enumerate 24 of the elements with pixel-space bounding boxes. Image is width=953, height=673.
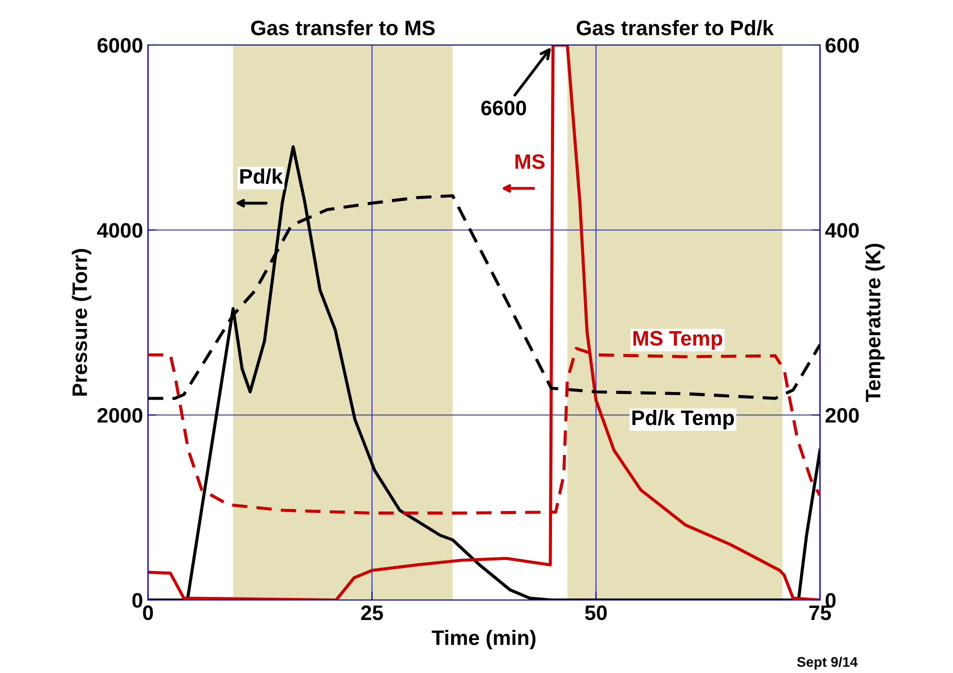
y2-tick-label: 400 bbox=[825, 223, 859, 238]
series-label: Pd/k Temp bbox=[632, 410, 734, 430]
y2-tick-label: 0 bbox=[826, 593, 836, 608]
x-tick-label: 75 bbox=[809, 606, 832, 620]
y2-tick-label: 200 bbox=[826, 408, 859, 423]
y-tick-label: 4000 bbox=[97, 223, 142, 238]
line-series bbox=[148, 45, 820, 600]
y-axis-title: Pressure (Torr) bbox=[72, 249, 92, 396]
band-label: Gas transfer to Pd/k bbox=[576, 20, 774, 36]
y-tick-label: 0 bbox=[132, 593, 142, 608]
y-tick-label: 6000 bbox=[98, 38, 142, 53]
x-tick-label: 50 bbox=[585, 605, 607, 620]
x-axis-title: Time (min) bbox=[432, 630, 536, 650]
series-label: MS Temp bbox=[633, 330, 722, 350]
band-label: Gas transfer to MS bbox=[251, 20, 435, 36]
x-tick-label: 0 bbox=[143, 605, 153, 620]
x-tick-label: 25 bbox=[361, 605, 384, 620]
series-label: Pd/k bbox=[240, 168, 283, 184]
text: Sept 9/14 bbox=[797, 656, 858, 670]
y-tick-label: 2000 bbox=[98, 408, 142, 423]
annotation: 6600 bbox=[481, 100, 526, 116]
y2-tick-label: 600 bbox=[826, 38, 859, 53]
y2-axis-title: Temperature (K) bbox=[865, 244, 885, 402]
series-label: MS bbox=[515, 154, 545, 169]
